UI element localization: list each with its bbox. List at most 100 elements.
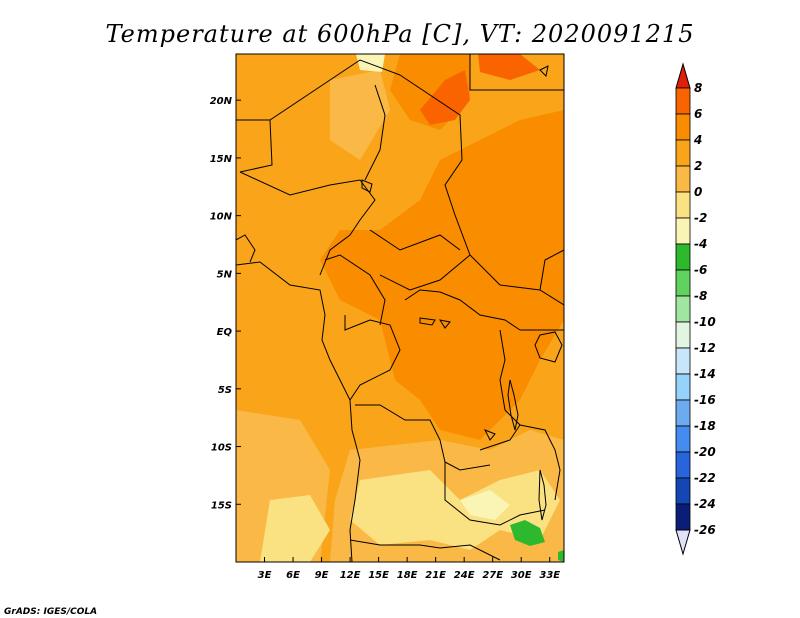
border-zambia [444,462,546,526]
colorbar-level-label: 4 [693,133,702,147]
colorbar-level-label: -16 [694,393,716,407]
border-congo [344,315,401,401]
border-cameroon [324,254,386,326]
x-axis-ticks: 3E 6E 9E 12E 15E 18E 21E 24E 27E 30E 33E [258,557,560,581]
colorbar-segment [675,373,691,401]
lake-small-2 [438,319,451,329]
colorbar-segment [675,113,691,141]
field-cold-patch [510,520,545,546]
field-light-southwest [260,495,330,562]
border-namibia [439,544,501,561]
y-tick-label: 10N [210,212,233,223]
border-egypt-sudan [469,54,564,91]
lake-chad [361,179,373,193]
y-tick-label: 5S [218,385,232,396]
y-tick-label: EQ [217,327,233,338]
colorbar-segment [675,139,691,167]
colorbar-level-label: -20 [694,445,716,459]
colorbar-level-label: -8 [694,289,707,303]
x-tick-label: 12E [340,570,361,581]
colorbar-segment [675,191,691,219]
x-tick-label: 6E [286,570,300,581]
colorbar-segment [675,321,691,349]
border-angola [355,404,491,471]
colorbar-level-label: -26 [694,523,716,537]
colorbar-segment [675,451,691,479]
field-light-south [350,470,560,550]
temperature-map: 3E 6E 9E 12E 15E 18E 21E 24E 27E 30E 33E 20N 15N 10N… [210,53,565,581]
colorbar-level-label: 8 [694,81,702,95]
colorbar-segment [675,165,691,193]
x-tick-label: 9E [315,570,329,581]
border-drc-east [479,329,521,451]
colorbar-segment [675,269,691,297]
colorbar-segment [675,477,691,505]
west-africa-coastline [236,261,361,562]
colorbar-level-label: 6 [694,107,702,121]
border-north-2 [239,119,273,173]
colorbar-level-label: 0 [694,185,702,199]
border-drc-west [404,289,521,331]
colorbar-segment [675,295,691,323]
y-tick-label: 15N [210,154,233,165]
field-hot-north [420,70,470,125]
colorbar-level-label: -18 [694,419,716,433]
colorbar-segment [675,243,691,271]
colorbar-bottom-arrow [675,529,691,556]
lake-small-3 [483,429,496,441]
colorbar-segment [675,87,691,115]
y-axis-ticks: 20N 15N 10N 5N EQ 5S 10S 15S [210,96,241,511]
colorbar-segment [675,217,691,245]
credit-text: GrADS: IGES/COLA [4,607,97,617]
border-car-south [379,254,471,291]
y-tick-label: 10S [211,443,232,454]
lake-victoria [534,331,563,363]
colorbar-level-label: -4 [694,237,707,251]
colorbar-top-arrow [675,62,691,89]
y-tick-label: 5N [217,269,233,280]
field-warm-center [320,110,564,440]
colorbar-segment [675,425,691,453]
lake-tanganyika [507,379,519,431]
border-sahel [239,171,376,276]
colorbar-level-label: -14 [694,367,716,381]
field-pale-south [460,490,510,520]
colorbar-segment [675,347,691,375]
colorbar-level-label: -22 [694,471,716,485]
colorbar-segment [675,399,691,427]
colorbar-level-label: -24 [694,497,716,511]
field-cool-northwest [330,70,390,160]
border-angola-south [349,539,441,549]
border-chad-car [369,229,461,251]
x-tick-label: 18E [397,570,418,581]
y-tick-label: 20N [210,96,233,107]
border-libya-chad [399,74,564,306]
colorbar-level-label: -10 [694,315,716,329]
colorbar-level-label: 2 [694,159,702,173]
x-tick-label: 33E [539,570,560,581]
x-tick-label: 15E [368,570,389,581]
field-hot-northeast [478,54,540,80]
temperature-field [236,54,564,562]
x-tick-label: 27E [482,570,503,581]
x-tick-label: 30E [511,570,532,581]
colorbar-level-label: -2 [694,211,707,225]
y-tick-label: 15S [211,500,232,511]
colorbar-level-label: -6 [694,263,707,277]
lake-malawi [538,469,547,521]
field-pale-north [356,54,385,72]
colorbar-segment [675,503,691,531]
lake-small-1 [419,317,436,326]
border-ethiopia [539,249,564,291]
x-tick-label: 24E [454,570,475,581]
coast-gulf-guinea [236,234,256,263]
border-tanzania [519,424,561,501]
border-north-1 [236,59,401,121]
field-cold-patch-small [558,550,564,562]
colorbar-legend: 8 6 4 2 0 -2 -4 -6 -8 -10 -12 -14 -16 -18 -20 -22 -24 -26 [675,62,716,556]
country-borders [236,54,564,562]
x-tick-label: 21E [425,570,446,581]
map-title: Temperature at 600hPa [C], VT: 202009121… [106,20,695,48]
map-frame [235,53,565,563]
